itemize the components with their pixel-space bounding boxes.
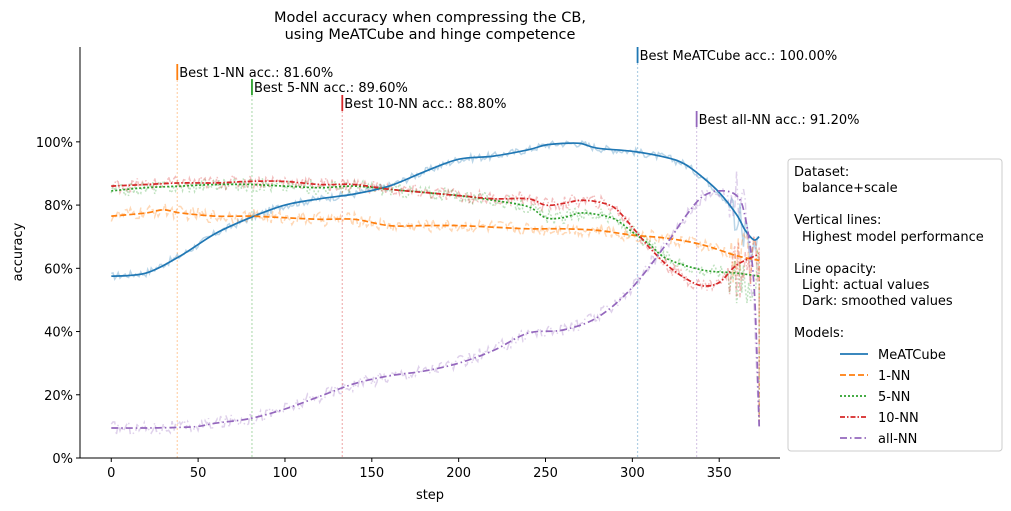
y-tick-label: 60% (44, 262, 73, 277)
y-tick-label: 100% (36, 136, 73, 151)
legend-label-5-NN: 5-NN (878, 390, 910, 405)
smoothed-lines-layer (111, 142, 761, 429)
best-annotations: Best MeATCube acc.: 100.00% Best 1-NN acc… (176, 47, 860, 128)
legend-label-MeATCube: MeATCube (878, 348, 946, 363)
x-tick-label: 300 (620, 466, 645, 481)
smoothed-line-MeATCube (111, 142, 760, 278)
best-label-all-NN: Best all-NN acc.: 91.20% (699, 113, 860, 128)
legend-model-entries: MeATCube 1-NN 5-NN 10-NN all-NN (840, 348, 946, 447)
x-tick-label: 50 (190, 466, 207, 481)
y-tick-label: 20% (44, 389, 73, 404)
raw-line-10-NN (110, 173, 760, 427)
legend-opacity-light: Light: actual values (802, 278, 930, 293)
best-label-1-NN: Best 1-NN acc.: 81.60% (179, 66, 333, 81)
legend-dataset-value: balance+scale (802, 181, 898, 196)
chart-title-line-2: using MeATCube and hinge competence (285, 27, 576, 43)
x-tick-label: 150 (359, 466, 384, 481)
legend-dataset-heading: Dataset: (794, 165, 849, 180)
x-tick-label: 100 (273, 466, 298, 481)
smoothed-line-all-NN (111, 189, 761, 429)
best-vlines-layer (176, 63, 698, 458)
legend-models-heading: Models: (794, 326, 844, 341)
smoothed-line-10-NN (111, 180, 760, 287)
y-tick-label: 80% (44, 199, 73, 214)
smoothed-line-5-NN (111, 183, 760, 278)
axes: 0 50 100 150 200 250 300 350 0% 20% 40% 60% 80% 100% (36, 47, 780, 481)
x-tick-label: 200 (446, 466, 471, 481)
legend: Dataset: balance+scale Vertical lines: H… (787, 158, 1003, 452)
legend-label-1-NN: 1-NN (878, 369, 910, 384)
legend-opacity-dark: Dark: smoothed values (802, 294, 953, 309)
legend-label-10-NN: 10-NN (878, 411, 919, 426)
y-axis-label: accuracy (11, 222, 26, 281)
legend-vlines-heading: Vertical lines: (794, 213, 881, 228)
raw-line-1-NN (110, 203, 760, 427)
best-label-5-NN: Best 5-NN acc.: 89.60% (254, 81, 408, 96)
x-tick-label: 0 (107, 466, 115, 481)
legend-opacity-heading: Line opacity: (794, 262, 876, 277)
x-axis-label: step (416, 488, 444, 503)
x-tick-label: 250 (533, 466, 558, 481)
raw-line-5-NN (110, 177, 760, 427)
chart-title-line-1: Model accuracy when compressing the CB, (274, 10, 586, 26)
legend-label-all-NN: all-NN (878, 432, 917, 447)
best-label-MeATCube: Best MeATCube acc.: 100.00% (640, 49, 838, 64)
raw-line-all-NN (110, 171, 760, 436)
raw-line-MeATCube (111, 139, 760, 281)
x-tick-label: 350 (707, 466, 732, 481)
y-tick-label: 0% (52, 452, 73, 467)
legend-vlines-value: Highest model performance (802, 230, 984, 245)
y-tick-label: 40% (44, 326, 73, 341)
best-label-10-NN: Best 10-NN acc.: 88.80% (344, 97, 506, 112)
legend-frame (787, 158, 1003, 452)
